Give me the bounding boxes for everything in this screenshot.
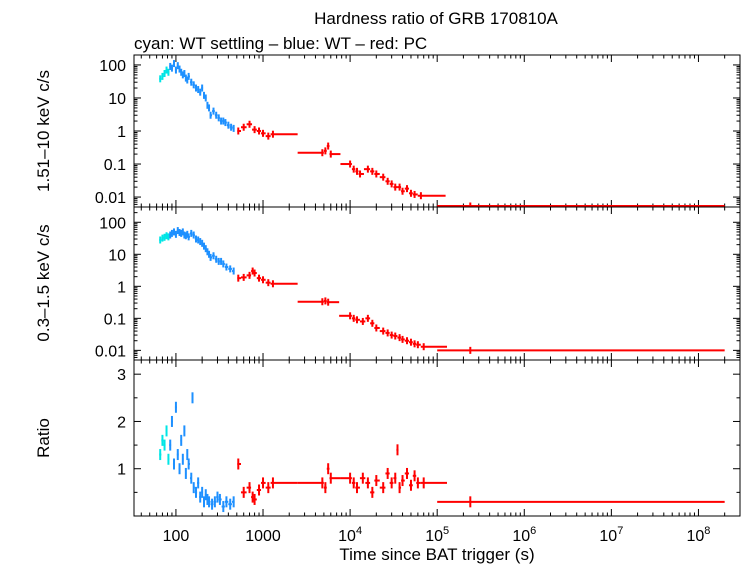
y-tick-label: 0.01 — [95, 343, 126, 360]
x-tick-label: 106 — [512, 525, 536, 545]
x-tick-label: 108 — [686, 525, 710, 545]
data-series-group — [159, 60, 725, 207]
chart-title: Hardness ratio of GRB 170810A — [314, 9, 558, 28]
x-axis-label: Time since BAT trigger (s) — [339, 545, 534, 564]
x-tick-label: 107 — [599, 525, 623, 545]
y-tick-label: 1 — [117, 462, 126, 479]
panel-2: 100 10 1 0.1 0.01 0.3–1.5 keV c/s — [34, 206, 741, 361]
chart-subtitle: cyan: WT settling – blue: WT – red: PC — [134, 34, 427, 53]
panel-frame — [133, 359, 741, 517]
data-series-group — [159, 392, 725, 513]
chart-panels: 100 10 1 0.1 0.01 1.51–10 keV c/s 100 10 1 0.1 0.0… — [34, 54, 741, 545]
x-tick-label: 100 — [163, 528, 190, 545]
y-tick-label: 0.1 — [104, 157, 126, 174]
y-tick-label: 1 — [117, 279, 126, 296]
y-axis-label: Ratio — [34, 418, 53, 458]
y-axis-label: 1.51–10 keV c/s — [34, 70, 53, 192]
panel-3: 1 2 3 Ratio 100 1000 104 105 106 107 108 — [34, 359, 741, 545]
y-tick-label: 3 — [117, 367, 126, 384]
x-tick-label: 105 — [425, 525, 449, 545]
y-tick-label: 100 — [99, 58, 126, 75]
y-axis-label: 0.3–1.5 keV c/s — [34, 224, 53, 341]
x-tick-label: 1000 — [245, 528, 281, 545]
y-tick-label: 2 — [117, 414, 126, 431]
data-series-group — [159, 227, 725, 354]
panel-frame — [133, 206, 741, 361]
y-tick-label: 0.01 — [95, 190, 126, 207]
panel-frame — [133, 54, 741, 208]
x-tick-label: 104 — [338, 525, 362, 545]
y-tick-label: 1 — [117, 124, 126, 141]
y-tick-label: 10 — [108, 91, 126, 108]
y-tick-label: 10 — [108, 247, 126, 264]
panel-1: 100 10 1 0.1 0.01 1.51–10 keV c/s — [34, 54, 741, 208]
y-tick-label: 0.1 — [104, 311, 126, 328]
y-tick-label: 100 — [99, 215, 126, 232]
